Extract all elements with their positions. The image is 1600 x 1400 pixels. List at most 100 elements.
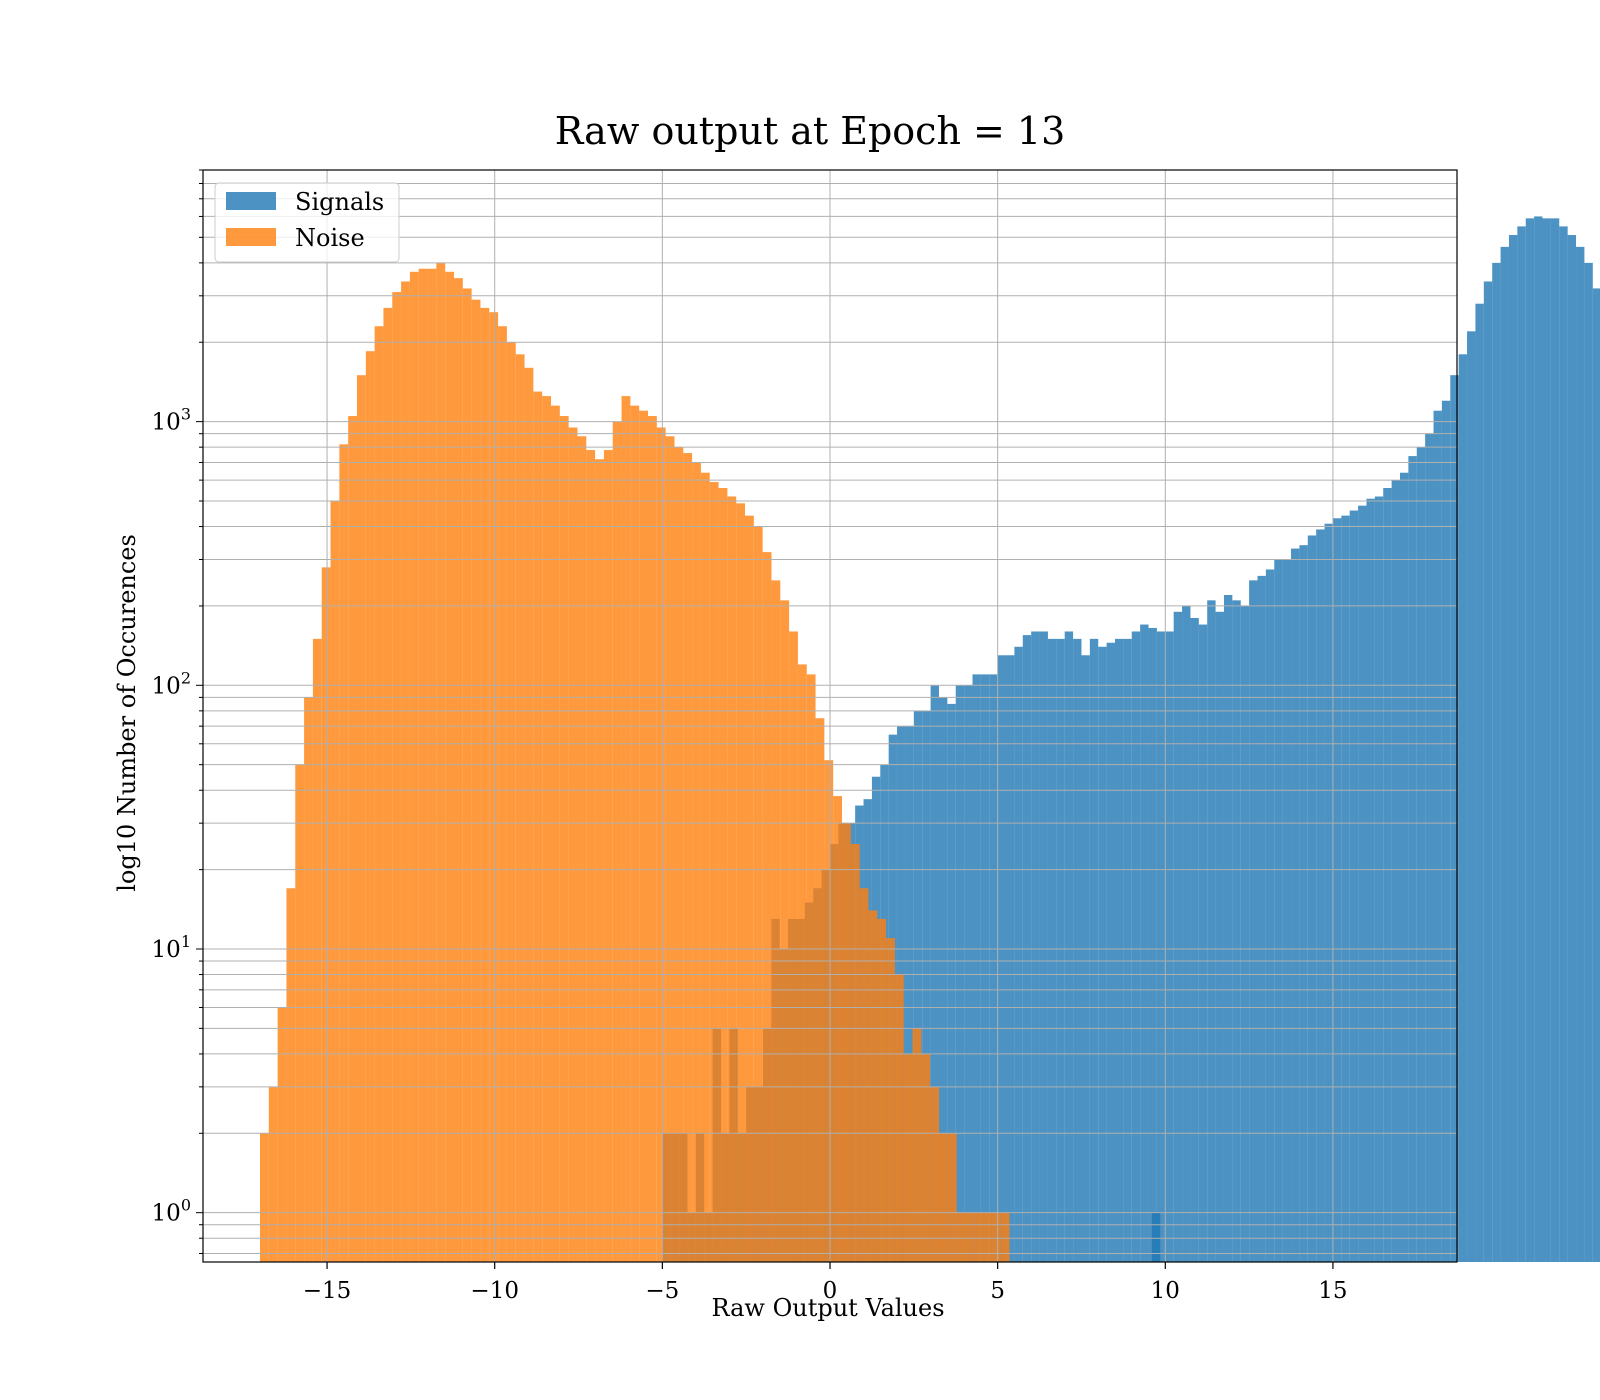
signals-bar	[1366, 498, 1375, 1262]
signals-bar	[913, 710, 923, 1262]
noise-bar	[983, 1212, 992, 1262]
y-tick-label: 103	[152, 405, 191, 436]
signals-bar	[1383, 488, 1392, 1263]
y-tick-label: 101	[152, 932, 191, 963]
signals-bar	[1140, 624, 1149, 1262]
y-tick-label: 102	[152, 668, 191, 699]
signals-bar	[1249, 580, 1258, 1262]
noise-bar	[780, 600, 790, 1262]
noise-bar	[524, 367, 534, 1262]
noise-bar	[674, 447, 684, 1263]
noise-bar	[577, 436, 587, 1262]
signals-bar	[1332, 518, 1342, 1262]
signals-bar	[1089, 638, 1099, 1262]
signals-bar	[905, 726, 914, 1262]
noise-bar	[559, 416, 569, 1262]
noise-bar	[312, 638, 322, 1262]
signals-bar	[1131, 631, 1141, 1262]
noise-bar	[568, 427, 578, 1262]
signals-bar	[1165, 631, 1174, 1262]
noise-bar	[859, 888, 869, 1262]
noise-bar	[736, 503, 746, 1263]
signals-bar	[922, 710, 931, 1262]
noise-bar	[365, 351, 375, 1262]
signals-bar	[1215, 611, 1224, 1262]
signals-bar	[980, 674, 990, 1262]
noise-bar	[727, 496, 737, 1262]
noise-bar	[648, 416, 657, 1262]
x-tick-label: 15	[1318, 1278, 1347, 1304]
noise-bar	[445, 271, 455, 1262]
signals-bar	[930, 685, 939, 1262]
noise-bar	[1000, 1212, 1010, 1262]
noise-bar	[427, 268, 437, 1262]
noise-bar	[304, 697, 313, 1262]
x-tick-label: 10	[1151, 1278, 1180, 1304]
noise-bar	[939, 1133, 948, 1262]
noise-bar	[586, 450, 596, 1263]
signals-bar	[1182, 605, 1191, 1262]
x-axis-label: Raw Output Values	[711, 1294, 944, 1322]
signals-bar	[1148, 627, 1157, 1262]
noise-bar	[542, 396, 552, 1262]
noise-bar	[454, 278, 463, 1262]
signals-bar	[1173, 611, 1183, 1262]
noise-bars	[260, 262, 1010, 1263]
noise-bar	[506, 342, 516, 1262]
noise-bar	[321, 567, 331, 1262]
signals-bar	[1265, 569, 1275, 1262]
signals-bar	[1151, 1212, 1161, 1262]
noise-bar	[330, 500, 340, 1262]
noise-bar	[471, 299, 481, 1262]
noise-bar	[498, 326, 507, 1262]
signals-bar	[1576, 246, 1585, 1263]
legend-label-signals: Signals	[295, 188, 384, 216]
signals-bar	[1441, 400, 1451, 1262]
signals-bar	[1559, 226, 1568, 1262]
signals-bar	[1584, 262, 1593, 1262]
x-tick-label: 5	[990, 1278, 1005, 1304]
noise-bar	[709, 482, 719, 1262]
noise-bar	[894, 974, 904, 1262]
signals-bar	[947, 703, 956, 1262]
signals-bar	[1056, 638, 1065, 1262]
signals-bar	[1458, 354, 1468, 1262]
signals-bar	[1324, 523, 1333, 1262]
noise-bar	[436, 262, 446, 1262]
noise-bar	[974, 1212, 984, 1262]
noise-bar	[260, 1133, 269, 1262]
signals-bar	[1198, 624, 1208, 1262]
noise-bar	[842, 823, 851, 1262]
signals-bar	[1542, 218, 1551, 1262]
signals-bar	[1299, 545, 1308, 1262]
noise-bar	[762, 552, 772, 1262]
signals-bar	[1567, 235, 1577, 1262]
noise-bar	[462, 288, 472, 1262]
noise-bar	[692, 462, 701, 1263]
signals-bar	[1550, 218, 1560, 1262]
noise-bar	[277, 1007, 287, 1262]
noise-bar	[877, 918, 887, 1262]
signals-bar	[964, 685, 973, 1262]
x-tick-label: 0	[823, 1278, 838, 1304]
signals-bar	[1358, 505, 1367, 1262]
noise-bar	[295, 764, 305, 1262]
noise-bar	[789, 631, 798, 1262]
signals-bar	[1014, 646, 1023, 1262]
x-tick-label: −5	[645, 1278, 679, 1304]
signals-bar	[1190, 617, 1199, 1262]
signals-bar	[1291, 548, 1300, 1262]
legend[interactable]: Signals Noise	[214, 182, 400, 263]
noise-bar	[903, 1053, 913, 1262]
signals-bar	[1282, 559, 1292, 1262]
noise-bar	[824, 760, 834, 1262]
signals-bar	[1274, 559, 1283, 1262]
signals-bar	[1106, 642, 1115, 1262]
noise-bar	[339, 444, 349, 1262]
signals-bar	[938, 697, 948, 1262]
noise-bar	[357, 375, 366, 1262]
signals-bar	[1073, 638, 1082, 1262]
x-tick-label: −10	[470, 1278, 519, 1304]
signals-bar	[1508, 235, 1518, 1262]
